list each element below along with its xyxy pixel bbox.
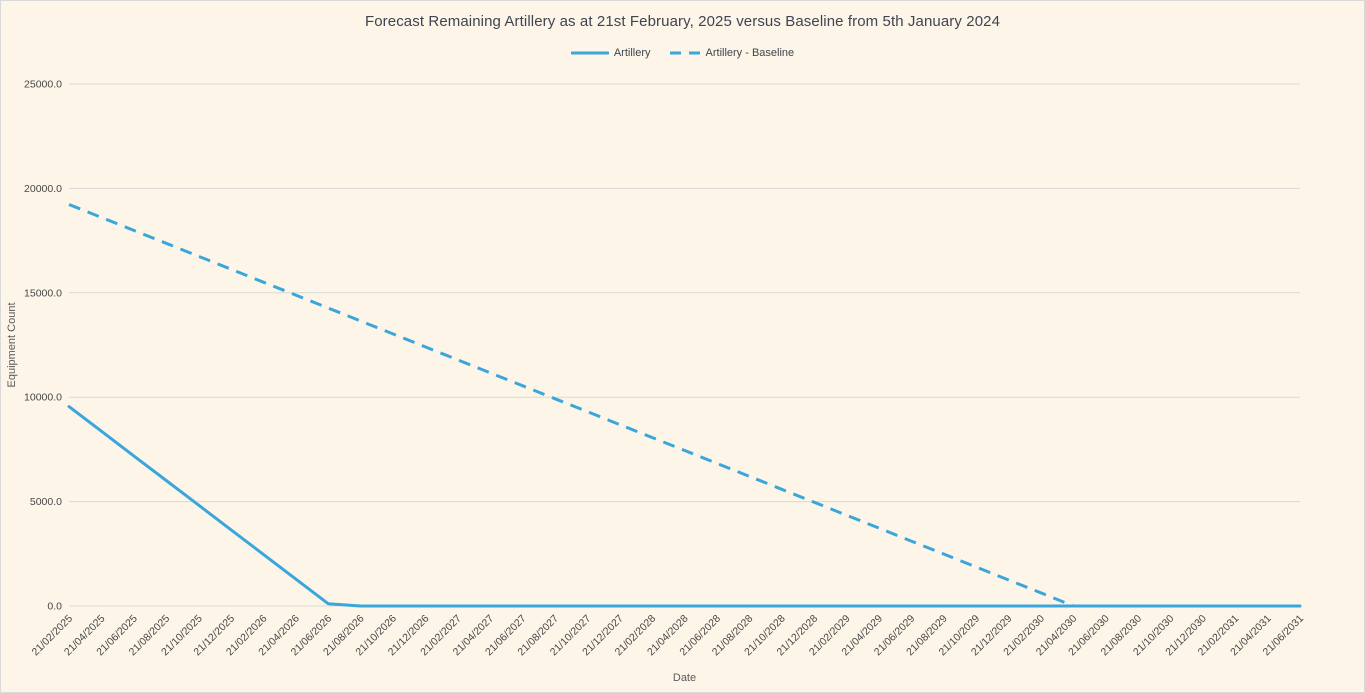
dashed-line-swatch bbox=[669, 51, 700, 55]
y-tick-label: 15000.0 bbox=[24, 287, 62, 299]
y-tick-label: 5000.0 bbox=[30, 496, 62, 508]
y-tick-label: 0.0 bbox=[47, 601, 62, 613]
y-tick-label: 20000.0 bbox=[24, 183, 62, 195]
legend-item-artillery[interactable]: Artillery bbox=[570, 47, 651, 59]
y-tick-label: 10000.0 bbox=[24, 392, 62, 404]
series-line-artillery-baseline bbox=[68, 203, 1074, 608]
y-axis-title: Equipment Count bbox=[6, 303, 18, 388]
chart-title: Forecast Remaining Artillery as at 21st … bbox=[364, 13, 1001, 30]
legend: Artillery Artillery - Baseline bbox=[1, 47, 1364, 59]
solid-line-swatch bbox=[570, 51, 609, 55]
legend-label-artillery-baseline: Artillery - Baseline bbox=[705, 47, 795, 59]
legend-label-artillery: Artillery bbox=[613, 47, 651, 59]
series-line-artillery bbox=[67, 405, 1302, 608]
legend-item-artillery-baseline[interactable]: Artillery - Baseline bbox=[669, 47, 795, 59]
y-tick-label: 25000.0 bbox=[24, 79, 62, 91]
x-axis-title: Date bbox=[673, 672, 696, 684]
